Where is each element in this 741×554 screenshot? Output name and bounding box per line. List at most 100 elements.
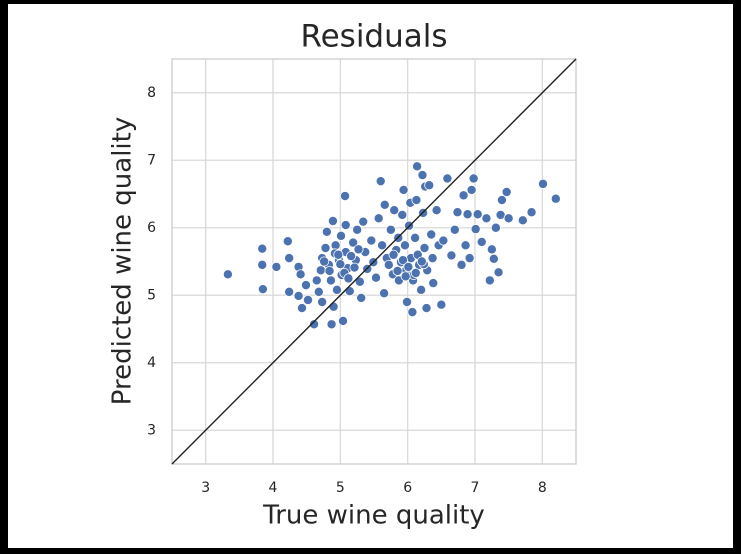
point [348,237,359,248]
point [397,209,408,220]
point [400,271,411,282]
point [257,284,268,295]
point [397,255,408,266]
point [389,205,400,216]
point [257,243,268,254]
point [320,242,331,253]
point [383,259,394,270]
point [426,229,437,240]
point [410,232,421,243]
axes-frame [171,58,577,465]
point [349,262,360,273]
x-axis-label: True wine quality [262,501,485,531]
point [340,220,351,231]
point [407,307,418,318]
point [328,301,339,312]
point [356,292,367,303]
point [419,242,430,253]
x-tick-label: 5 [336,480,345,496]
x-tick-label: 6 [403,480,412,496]
point [375,176,386,187]
point [501,186,512,197]
point [449,224,460,235]
point [352,224,363,235]
point [517,215,528,226]
identity-line [171,58,577,465]
point [401,296,412,307]
point [340,191,351,202]
point [309,319,320,330]
point [503,213,514,224]
point [460,240,471,251]
point [421,303,432,314]
point [484,275,495,286]
point [538,178,549,189]
point [319,256,330,267]
point [493,267,504,278]
point [526,207,537,218]
point [295,269,306,280]
x-tick-label: 7 [471,480,480,496]
point [284,253,295,264]
y-tick-label: 3 [147,422,156,438]
point [481,213,492,224]
point [353,244,364,255]
point [338,315,349,326]
point [373,213,384,224]
point [336,230,347,241]
point [398,184,409,195]
point [321,226,332,237]
point [377,240,388,251]
point [293,290,304,301]
point [452,207,463,218]
y-tick-label: 4 [147,355,156,371]
point [300,280,311,291]
point [468,173,479,184]
point [385,224,396,235]
point [324,265,335,276]
point [335,259,346,270]
point [222,269,233,280]
chart-title: Residuals [300,19,447,55]
y-axis-label: Predicted wine quality [108,117,138,406]
point [466,184,477,195]
point [550,193,561,204]
point [257,259,268,270]
point [284,286,295,297]
point [438,235,449,246]
point [476,236,487,247]
point [417,170,428,181]
point [366,235,377,246]
point [411,195,422,206]
point [325,275,336,286]
point [488,253,499,264]
point [354,276,365,287]
point [327,215,338,226]
point [282,236,293,247]
point [346,251,357,262]
point [371,272,382,283]
point [462,209,473,220]
point [317,296,328,307]
x-tick-label: 4 [269,480,278,496]
point [464,253,475,264]
point [392,265,403,276]
point [333,249,344,260]
point [428,278,439,289]
point [470,224,481,235]
point [344,286,355,297]
point [442,173,453,184]
point [331,284,342,295]
point [399,240,410,251]
y-tick-label: 5 [147,287,156,303]
point [424,180,435,191]
point [379,199,390,210]
y-tick-label: 8 [147,85,156,101]
point [412,161,423,172]
point [311,275,322,286]
y-tick-label: 7 [147,152,156,168]
figure-background [8,4,733,548]
point [388,249,399,260]
point [410,267,421,278]
